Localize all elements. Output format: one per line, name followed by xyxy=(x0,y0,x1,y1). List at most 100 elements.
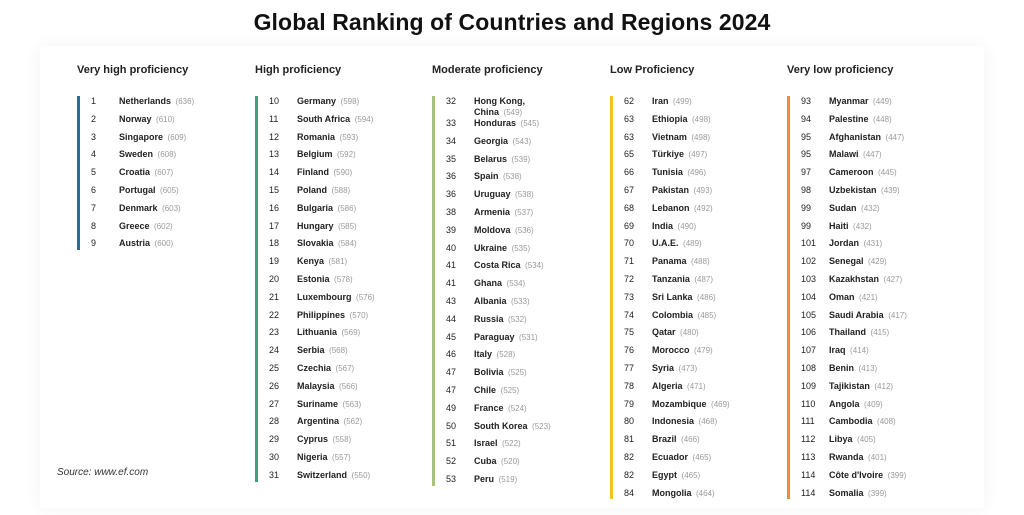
rank-number: 16 xyxy=(269,202,280,213)
country-label: Israel xyxy=(474,438,498,449)
rank-number: 35 xyxy=(446,153,457,164)
list-item: 43 Albania (533) xyxy=(446,296,602,314)
country-label: Ethiopia xyxy=(652,113,688,124)
rank-number: 20 xyxy=(269,273,280,284)
list-item: 17 Hungary (585) xyxy=(269,221,425,239)
rank-number: 11 xyxy=(269,113,279,124)
country-name: Vietnam (498) xyxy=(652,132,710,143)
country-name: Sri Lanka (486) xyxy=(652,292,716,303)
country-label: Bolivia xyxy=(474,367,504,378)
country-name: Myanmar (449) xyxy=(829,96,892,107)
proficiency-color-bar xyxy=(77,96,80,250)
score-value: (523) xyxy=(532,421,551,431)
country-name: Serbia (568) xyxy=(297,345,348,356)
list-item: 81 Brazil (466) xyxy=(624,434,780,452)
rank-number: 71 xyxy=(624,256,635,267)
country-name: Pakistan (493) xyxy=(652,185,712,196)
column-title: Low Proficiency xyxy=(610,64,695,76)
rank-number: 36 xyxy=(446,189,457,200)
score-value: (409) xyxy=(864,399,883,409)
country-label: Peru xyxy=(474,473,495,484)
rank-number: 31 xyxy=(269,469,280,480)
country-label: Germany xyxy=(297,96,337,106)
score-value: (473) xyxy=(678,363,698,373)
list-item: 19 Kenya (581) xyxy=(269,256,425,274)
rank-number: 76 xyxy=(624,345,635,356)
country-label: Algeria xyxy=(652,380,683,391)
score-value: (492) xyxy=(694,203,713,213)
country-name: Bulgaria (586) xyxy=(297,203,356,214)
list-item: 114 Somalia (399) xyxy=(801,488,957,506)
list-item: 10 Germany (598) xyxy=(269,96,425,114)
country-label: Argentina xyxy=(297,416,340,427)
rank-number: 44 xyxy=(446,313,457,324)
country-label: Philippines xyxy=(297,309,346,320)
country-label: Cameroon xyxy=(829,167,874,178)
country-label: India xyxy=(652,220,674,231)
country-label: Belarus xyxy=(474,153,508,164)
list-item: 52 Cuba (520) xyxy=(446,456,602,474)
list-item: 36 Spain (538) xyxy=(446,171,602,189)
country-label: Angola xyxy=(829,398,860,409)
list-item: 75 Qatar (480) xyxy=(624,327,780,345)
country-name: Netherlands (636) xyxy=(119,96,194,107)
rank-number: 18 xyxy=(269,238,280,249)
rank-number: 73 xyxy=(624,291,635,302)
country-label: Lebanon xyxy=(652,202,690,213)
score-value: (465) xyxy=(681,470,701,480)
rank-number: 102 xyxy=(801,256,817,267)
country-name: Switzerland (550) xyxy=(297,470,370,481)
country-name: Malawi (447) xyxy=(829,149,882,160)
country-label: Uzbekistan xyxy=(829,184,877,195)
rank-number: 29 xyxy=(269,434,280,445)
score-value: (466) xyxy=(681,435,700,445)
rank-number: 24 xyxy=(269,345,280,356)
country-name: Oman (421) xyxy=(829,292,878,303)
score-value: (608) xyxy=(157,150,177,160)
rank-number: 34 xyxy=(446,135,457,146)
column-high-proficiency: High proficiency 10 Germany (598) 11 South … xyxy=(255,63,425,488)
rank-number: 15 xyxy=(269,184,280,195)
country-label: Morocco xyxy=(652,345,690,356)
score-value: (566) xyxy=(339,381,358,391)
list-item: 111 Cambodia (408) xyxy=(801,416,957,434)
country-label: Cambodia xyxy=(829,416,873,427)
rank-number: 84 xyxy=(624,487,635,498)
country-name: Czechia (567) xyxy=(297,363,354,374)
list-item: 7 Denmark (603) xyxy=(91,203,247,221)
score-value: (536) xyxy=(515,225,534,235)
list-item: 94 Palestine (448) xyxy=(801,114,957,132)
list-item: 71 Panama (488) xyxy=(624,256,780,274)
list-item: 99 Haiti (432) xyxy=(801,221,957,239)
list-item: 11 South Africa (594) xyxy=(269,114,425,132)
rank-number: 21 xyxy=(269,291,280,302)
country-label: Ghana xyxy=(474,278,503,289)
column-title: Moderate proficiency xyxy=(432,64,543,76)
list-item: 30 Nigeria (557) xyxy=(269,452,425,470)
country-label: Sudan xyxy=(829,202,857,213)
score-value: (445) xyxy=(878,168,897,178)
country-name: Türkiye (497) xyxy=(652,149,707,160)
rank-number: 53 xyxy=(446,473,457,484)
country-name: Bolivia (525) xyxy=(474,367,527,378)
rank-number: 95 xyxy=(801,149,812,160)
country-name: Norway (610) xyxy=(119,114,175,125)
score-value: (532) xyxy=(508,314,527,324)
country-label: Saudi Arabia xyxy=(829,309,884,320)
rank-number: 19 xyxy=(269,256,280,267)
country-label: Luxembourg xyxy=(297,291,352,302)
country-label: Pakistan xyxy=(652,184,690,195)
score-value: (499) xyxy=(673,97,692,106)
country-name: Cuba (520) xyxy=(474,456,520,467)
list-item: 29 Cyprus (558) xyxy=(269,434,425,452)
list-item: 80 Indonesia (468) xyxy=(624,416,780,434)
score-value: (602) xyxy=(154,221,173,231)
country-name: Egypt (465) xyxy=(652,470,700,481)
country-name: Saudi Arabia (417) xyxy=(829,310,907,321)
rank-number: 22 xyxy=(269,309,280,320)
rank-number: 14 xyxy=(269,167,280,178)
list-item: 46 Italy (528) xyxy=(446,349,602,367)
rank-number: 104 xyxy=(801,291,817,302)
rank-number: 49 xyxy=(446,402,457,413)
rank-number: 75 xyxy=(624,327,635,338)
